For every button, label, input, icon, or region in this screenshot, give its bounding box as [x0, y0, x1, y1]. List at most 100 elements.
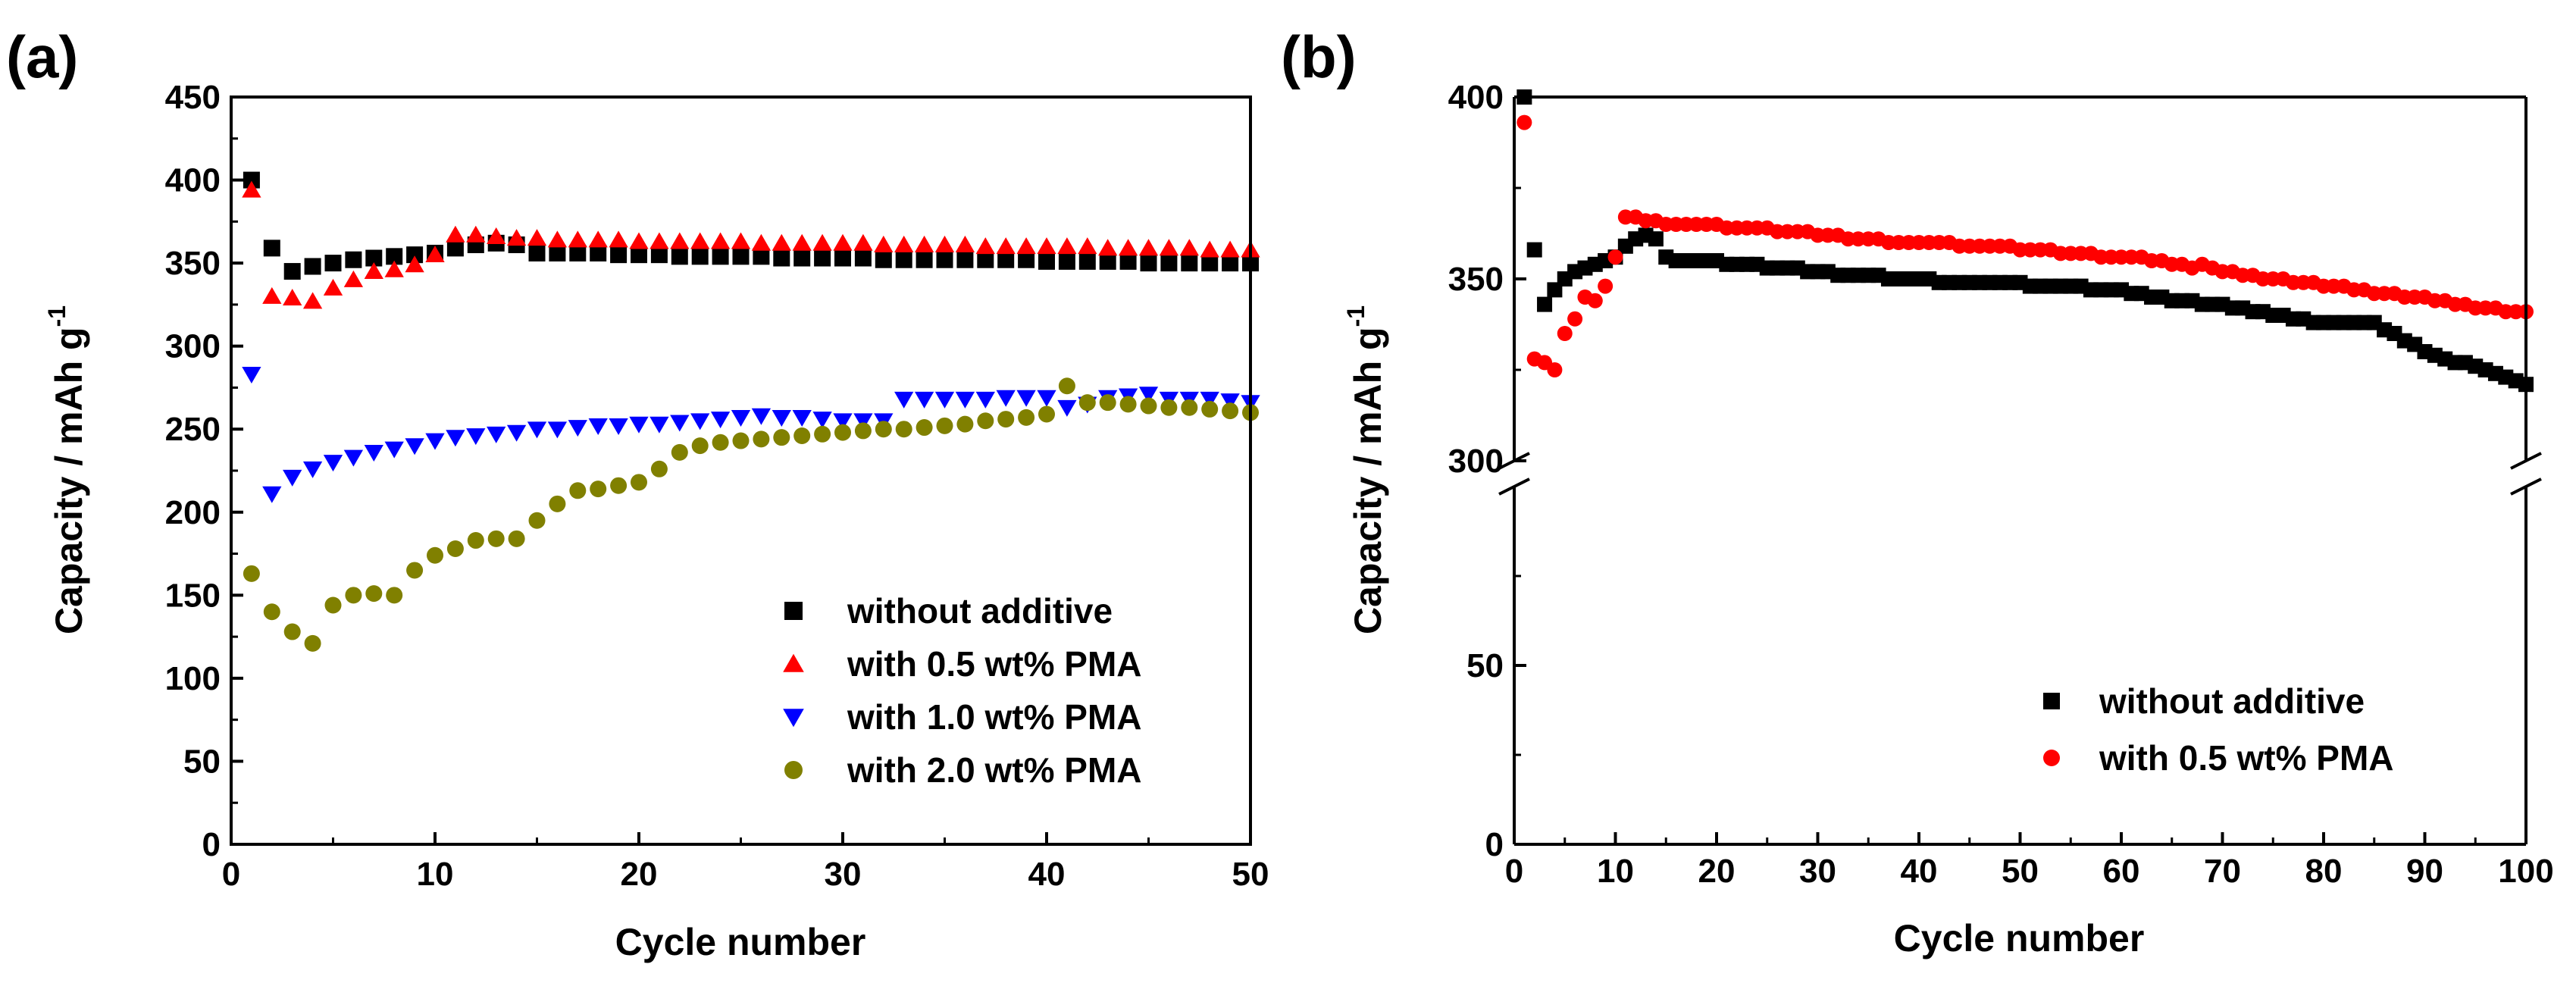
data-point — [262, 486, 282, 503]
data-point — [569, 482, 587, 499]
data-point — [302, 461, 323, 478]
data-point — [1526, 242, 1542, 258]
data-point — [1220, 240, 1240, 258]
data-point — [671, 443, 688, 461]
data-point — [690, 413, 710, 430]
x-tick-label: 50 — [1232, 856, 1269, 893]
data-point — [670, 415, 690, 432]
data-point — [975, 237, 995, 255]
legend-marker-without-additive — [784, 602, 803, 620]
x-tick-label: 0 — [1505, 853, 1523, 890]
data-point — [996, 237, 1016, 255]
series-with-1-0-wt-pma — [242, 367, 1260, 503]
data-point — [427, 546, 443, 564]
data-point — [853, 413, 873, 430]
y-tick-label: 350 — [1448, 261, 1504, 298]
data-point — [751, 233, 772, 251]
x-tick-label: 30 — [1799, 853, 1836, 890]
data-point — [712, 434, 729, 451]
data-point — [812, 233, 832, 251]
data-point — [345, 251, 362, 268]
panel-b-label: (b) — [1281, 23, 1357, 90]
data-point — [1138, 239, 1159, 256]
y-tick-label: 150 — [165, 577, 221, 614]
data-point — [732, 432, 750, 449]
x-tick-label: 10 — [1597, 853, 1634, 890]
data-point — [568, 230, 587, 248]
data-point — [609, 230, 628, 248]
data-point — [425, 433, 445, 450]
data-point — [792, 233, 812, 251]
x-tick-label: 20 — [621, 856, 658, 893]
data-point — [446, 430, 465, 447]
data-point — [691, 437, 709, 455]
data-point — [814, 425, 831, 443]
data-point — [916, 251, 933, 268]
data-point — [243, 565, 260, 582]
panel-a-y-axis-label-text: Capacity / mAh g — [48, 327, 90, 634]
data-point — [343, 270, 364, 287]
data-point — [793, 249, 811, 267]
data-point — [384, 260, 404, 277]
panel-b: (b) 0 10 20 30 40 50 60 70 80 90 100 0 50 300 350 400 C… — [1281, 23, 2554, 960]
data-point — [631, 474, 647, 491]
panel-b-data-marks — [1516, 89, 2534, 393]
data-point — [731, 409, 751, 427]
legend-label-with-2-0-wt-pma: with 2.0 wt% PMA — [847, 750, 1141, 790]
data-point — [854, 249, 872, 267]
panel-b-x-axis-label: Cycle number — [1894, 917, 2145, 960]
data-point — [772, 233, 791, 251]
data-point — [753, 248, 770, 265]
y-tick-label: 100 — [165, 660, 221, 697]
data-point — [1018, 409, 1035, 426]
data-point — [446, 225, 465, 243]
data-point — [753, 430, 770, 448]
data-point — [263, 239, 280, 257]
series-without-additive — [243, 171, 1259, 280]
data-point — [629, 232, 649, 249]
data-point — [1099, 252, 1116, 270]
data-point — [588, 230, 608, 248]
data-point — [1119, 252, 1137, 270]
data-point — [262, 286, 282, 304]
data-point — [710, 232, 731, 249]
data-point — [1140, 255, 1157, 272]
data-point — [1119, 396, 1137, 413]
y-tick-label: 450 — [165, 79, 221, 116]
data-point — [1516, 114, 1532, 130]
legend-marker-with-1-0-wt-pma — [783, 709, 804, 728]
data-point — [283, 623, 301, 640]
data-point — [569, 244, 587, 261]
data-point — [997, 411, 1015, 428]
data-point — [1567, 311, 1583, 327]
data-point — [936, 251, 953, 268]
series-with-0-5-wt-pma — [1516, 114, 2534, 377]
data-point — [242, 367, 261, 384]
data-point — [506, 424, 527, 442]
data-point — [914, 391, 934, 409]
axis-break-mark — [1498, 477, 1530, 496]
data-point — [527, 229, 547, 246]
data-point — [1057, 237, 1077, 255]
legend-label-without-additive: without additive — [2099, 681, 2365, 721]
data-point — [547, 421, 568, 439]
data-point — [934, 235, 955, 252]
data-point — [671, 248, 688, 265]
data-point — [1018, 251, 1035, 268]
panel-a-legend: without additive with 0.5 wt% PMA with 1.0… — [783, 591, 1141, 790]
data-point — [895, 251, 912, 268]
data-point — [1098, 239, 1118, 256]
data-point — [304, 634, 321, 652]
data-point — [956, 415, 974, 433]
data-point — [466, 428, 486, 446]
data-point — [1179, 239, 1199, 256]
data-point — [834, 249, 851, 267]
y-tick-label: 300 — [1448, 443, 1504, 480]
data-point — [650, 246, 668, 264]
legend-label-without-additive: without additive — [847, 591, 1113, 631]
panel-a-y-axis-label: Capacity / mAh g-1 — [43, 305, 90, 634]
data-point — [833, 233, 853, 251]
data-point — [487, 426, 506, 443]
data-point — [590, 244, 607, 261]
